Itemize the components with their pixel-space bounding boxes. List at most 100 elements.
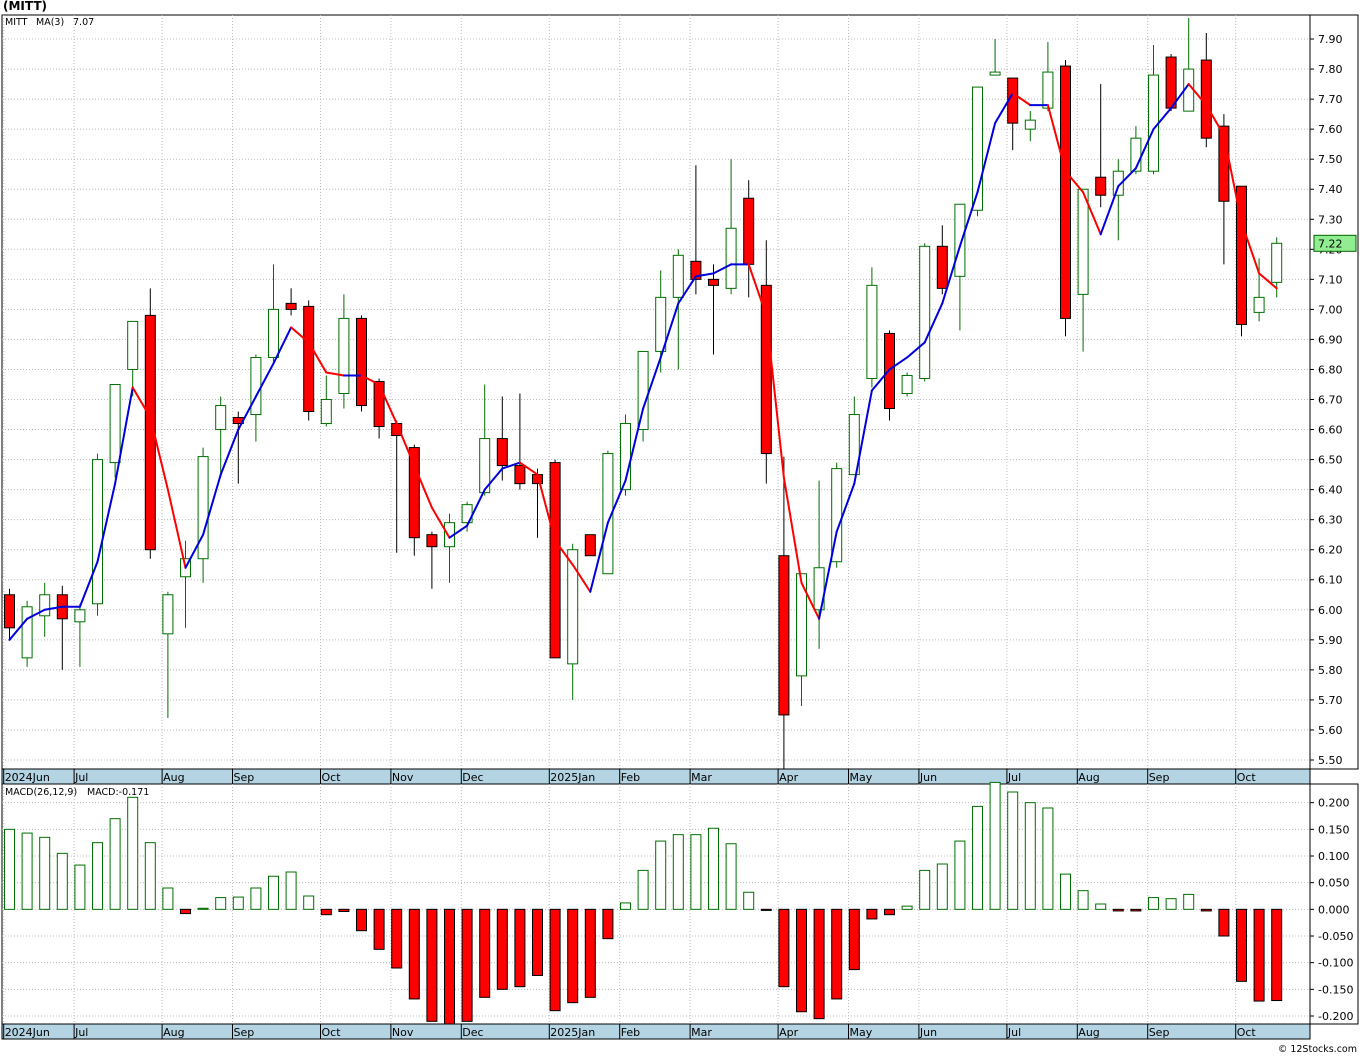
ma-segment bbox=[430, 506, 451, 539]
macd-bar-positive bbox=[1148, 897, 1159, 910]
macd-y-tick-label: -0.050 bbox=[1318, 930, 1353, 943]
candle-body-down bbox=[1060, 65, 1071, 319]
candle bbox=[866, 267, 878, 388]
candle-body-up bbox=[813, 567, 825, 611]
candle-body-up bbox=[637, 350, 649, 431]
macd-bar-negative bbox=[813, 908, 825, 1020]
macd-x-tick-label: Sep bbox=[1149, 1026, 1170, 1039]
ma-segment bbox=[378, 383, 398, 425]
candle-body-up bbox=[1024, 119, 1036, 130]
ma-segment bbox=[624, 407, 645, 482]
ma-segment bbox=[976, 122, 997, 194]
ma-segment bbox=[184, 533, 205, 569]
candle bbox=[813, 480, 825, 649]
price-y-tick-label: 5.50 bbox=[1318, 754, 1343, 767]
candle bbox=[637, 350, 649, 442]
macd-bar-positive bbox=[672, 834, 684, 910]
macd-bar-positive bbox=[655, 840, 667, 910]
macd-bar-positive bbox=[39, 836, 51, 910]
price-y-tick-label: 6.80 bbox=[1318, 363, 1343, 376]
macd-bar-negative bbox=[514, 908, 526, 988]
ma-segment bbox=[835, 482, 856, 533]
price-y-tick-label: 5.60 bbox=[1318, 724, 1343, 737]
macd-bar-positive bbox=[1060, 873, 1071, 910]
candle-body-down bbox=[760, 284, 772, 455]
macd-bar-negative bbox=[778, 908, 790, 988]
candle-body-up bbox=[21, 606, 33, 659]
price-x-tick-label: Sep bbox=[1149, 771, 1170, 784]
candle bbox=[1060, 60, 1071, 337]
macd-bar-positive bbox=[743, 891, 755, 910]
macd-bar-positive bbox=[989, 781, 1001, 910]
ma-segment bbox=[1205, 104, 1225, 137]
macd-bar-positive bbox=[1024, 802, 1036, 910]
price-y-tick-label: 7.90 bbox=[1318, 33, 1343, 46]
price-y-tick-label: 7.60 bbox=[1318, 123, 1343, 136]
candle-body-up bbox=[320, 399, 332, 425]
price-y-tick-label: 5.70 bbox=[1318, 694, 1343, 707]
macd-bar-positive bbox=[56, 852, 68, 910]
ma-segment bbox=[1187, 83, 1208, 107]
candle-body-up bbox=[215, 405, 227, 431]
candle-body-up bbox=[127, 320, 139, 370]
macd-bar-positive bbox=[303, 895, 315, 910]
macd-bar-negative bbox=[1112, 908, 1124, 912]
macd-bar-positive bbox=[109, 818, 121, 910]
legend-ma-label: MA(3) bbox=[36, 17, 64, 28]
macd-x-tick-label: Jul bbox=[74, 1026, 88, 1039]
candle-body-up bbox=[1148, 74, 1159, 172]
macd-x-axis-band bbox=[1, 1023, 1311, 1040]
candle bbox=[708, 264, 719, 355]
ma-segment bbox=[78, 560, 99, 608]
ma-segment bbox=[589, 521, 609, 593]
candle-body-up bbox=[919, 245, 931, 379]
macd-y-tick-label: 0.100 bbox=[1318, 850, 1350, 863]
candle-body-up bbox=[989, 71, 1001, 76]
candle bbox=[373, 378, 385, 439]
macd-bar-positive bbox=[1007, 791, 1019, 910]
candle bbox=[320, 375, 332, 427]
ma-segment bbox=[395, 422, 416, 467]
candle-body-up bbox=[39, 594, 51, 617]
macd-bar-positive bbox=[1042, 807, 1054, 910]
candle-body-down bbox=[1236, 185, 1247, 325]
price-y-axis-frame bbox=[1309, 14, 1359, 770]
macd-bar-negative bbox=[444, 908, 455, 1025]
candle bbox=[848, 396, 860, 476]
macd-bar-negative bbox=[1218, 908, 1230, 937]
ma-segment bbox=[325, 371, 345, 377]
candle-body-down bbox=[778, 555, 790, 716]
macd-y-tick-label: 0.050 bbox=[1318, 877, 1350, 890]
ma-segment bbox=[131, 386, 152, 419]
price-y-tick-label: 6.20 bbox=[1318, 544, 1343, 557]
candle bbox=[268, 264, 279, 364]
candle-body-down bbox=[144, 314, 156, 551]
ma-segment bbox=[747, 263, 768, 317]
candle bbox=[74, 603, 86, 667]
candle-body-down bbox=[1165, 56, 1177, 109]
candle bbox=[778, 456, 790, 769]
ma-segment bbox=[290, 326, 310, 344]
candle bbox=[496, 396, 508, 481]
ma-segment bbox=[906, 341, 926, 359]
candle bbox=[972, 86, 983, 217]
candle bbox=[672, 249, 684, 370]
macd-x-tick-label: May bbox=[850, 1026, 873, 1039]
price-x-tick-label: May bbox=[850, 771, 873, 784]
price-x-tick-label: Aug bbox=[163, 771, 184, 784]
ma-segment bbox=[888, 356, 909, 371]
candle bbox=[901, 372, 913, 397]
ma-segment bbox=[413, 464, 433, 509]
macd-bar-positive bbox=[1165, 898, 1177, 910]
candle-body-up bbox=[268, 308, 279, 358]
macd-bar-negative bbox=[1130, 908, 1142, 912]
candle-body-up bbox=[162, 594, 174, 635]
last-price-box bbox=[1313, 234, 1357, 252]
ma-segment bbox=[1152, 107, 1173, 131]
macd-bar-negative bbox=[549, 908, 561, 1012]
macd-bar-positive bbox=[1077, 890, 1089, 910]
macd-bar-positive bbox=[268, 875, 279, 910]
candle-body-down bbox=[303, 305, 315, 413]
ma-segment bbox=[1064, 170, 1085, 194]
price-x-tick-label: Jun bbox=[919, 771, 937, 784]
